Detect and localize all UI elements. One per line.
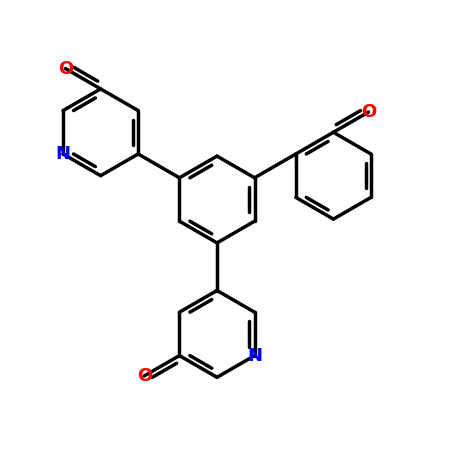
Text: N: N [56, 145, 71, 163]
Text: N: N [247, 347, 262, 364]
Text: O: O [361, 103, 376, 121]
Text: O: O [136, 367, 152, 385]
Text: O: O [58, 60, 73, 78]
